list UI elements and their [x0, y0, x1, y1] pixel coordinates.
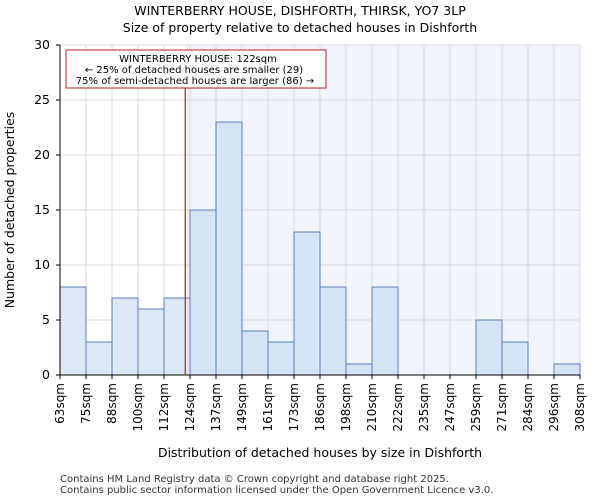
y-tick-label: 30	[34, 37, 50, 52]
x-tick-label: 198sqm	[339, 383, 353, 431]
bar	[111, 297, 139, 376]
annotation-line-1: ← 25% of detached houses are smaller (29…	[85, 65, 303, 76]
x-tick-label: 100sqm	[131, 383, 145, 431]
x-tick-label: 149sqm	[235, 383, 249, 431]
chart-title: WINTERBERRY HOUSE, DISHFORTH, THIRSK, YO…	[134, 3, 466, 18]
x-tick-label: 308sqm	[573, 383, 587, 431]
x-tick-label: 88sqm	[105, 383, 119, 424]
y-tick-label: 25	[34, 92, 50, 107]
x-tick-label: 296sqm	[547, 383, 561, 431]
bar	[215, 121, 243, 376]
bar	[163, 297, 191, 376]
y-tick-label: 10	[34, 257, 50, 272]
bar	[345, 363, 373, 376]
bar	[501, 341, 529, 376]
annotation-box	[65, 49, 327, 89]
chart-subtitle: Size of property relative to detached ho…	[122, 20, 478, 35]
x-tick-label: 271sqm	[495, 383, 509, 431]
footer-line-1: Contains HM Land Registry data © Crown c…	[60, 474, 449, 485]
x-tick-label: 186sqm	[313, 383, 327, 431]
bar	[59, 286, 87, 376]
annotation-title: WINTERBERRY HOUSE: 122sqm	[119, 54, 277, 65]
x-tick-label: 173sqm	[287, 383, 301, 431]
bar	[85, 341, 113, 376]
y-tick-label: 0	[42, 367, 50, 382]
x-tick-label: 75sqm	[79, 383, 93, 424]
bar	[319, 286, 347, 376]
x-axis-label: Distribution of detached houses by size …	[158, 445, 482, 460]
footer-line-2: Contains public sector information licen…	[60, 485, 494, 496]
x-tick-label: 222sqm	[391, 383, 405, 431]
y-tick-label: 20	[34, 147, 50, 162]
x-tick-label: 284sqm	[521, 383, 535, 431]
y-tick-label: 15	[34, 202, 50, 217]
bar	[267, 341, 295, 376]
bar	[189, 209, 217, 376]
x-tick-label: 161sqm	[261, 383, 275, 431]
bar	[371, 286, 399, 376]
x-tick-label: 247sqm	[443, 383, 457, 431]
x-tick-label: 112sqm	[157, 383, 171, 431]
bar	[241, 330, 269, 376]
x-tick-label: 63sqm	[53, 383, 67, 424]
y-tick-label: 5	[42, 312, 50, 327]
x-tick-label: 259sqm	[469, 383, 483, 431]
x-tick-label: 124sqm	[183, 383, 197, 431]
bar	[475, 319, 503, 376]
x-tick-label: 235sqm	[417, 383, 431, 431]
annotation-line-2: 75% of semi-detached houses are larger (…	[76, 76, 314, 87]
x-tick-label: 210sqm	[365, 383, 379, 431]
bar	[553, 363, 581, 376]
bar	[293, 231, 321, 376]
x-tick-label: 137sqm	[209, 383, 223, 431]
y-axis-label: Number of detached properties	[2, 112, 17, 309]
bar	[137, 308, 165, 376]
